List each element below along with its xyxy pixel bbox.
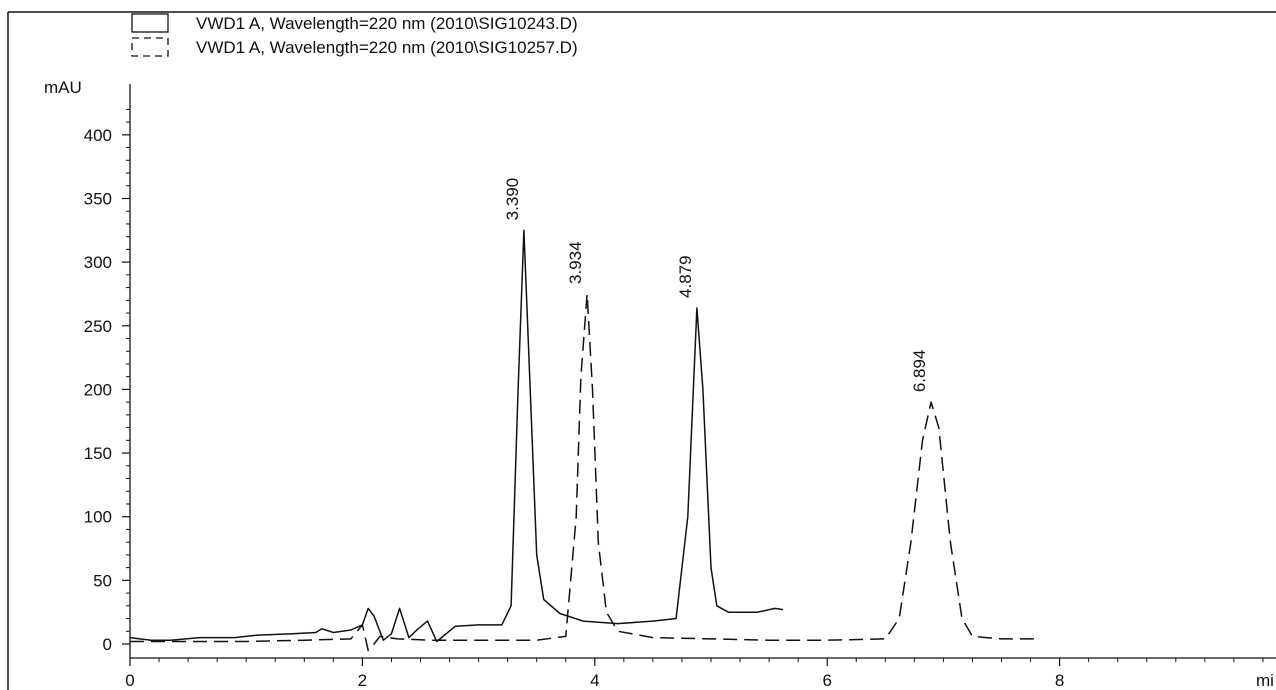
peak-label-3.390: 3.390 [503, 178, 522, 221]
series-line-1 [129, 229, 784, 643]
plot-area [129, 229, 1037, 652]
x-tick-label-0: 0 [125, 671, 134, 690]
y-tick-label-200: 200 [84, 380, 112, 399]
y-tick-label-0: 0 [103, 635, 112, 654]
legend: VWD1 A, Wavelength=220 nm (2010\SIG10243… [131, 13, 578, 57]
y-tick-label-350: 350 [84, 189, 112, 208]
legend-label-series-1: VWD1 A, Wavelength=220 nm (2010\SIG10243… [196, 14, 578, 33]
legend-swatch-solid [131, 13, 169, 33]
legend-swatch-dashed [131, 37, 169, 57]
x-tick-label-4: 4 [590, 671, 599, 690]
x-tick-label-8: 8 [1055, 671, 1064, 690]
y-tick-label-250: 250 [84, 317, 112, 336]
peak-label-3.934: 3.934 [566, 241, 585, 284]
y-tick-label-100: 100 [84, 508, 112, 527]
series-line-2 [130, 293, 1037, 652]
peak-labels: 3.390 3.934 4.879 6.894 [503, 178, 929, 392]
peak-label-6.894: 6.894 [910, 350, 929, 393]
peak-label-4.879: 4.879 [676, 255, 695, 298]
y-axis-label: mAU [44, 78, 82, 97]
x-axis-label: mi [1256, 671, 1274, 690]
x-tick-label-6: 6 [822, 671, 831, 690]
y-tick-label-300: 300 [84, 253, 112, 272]
axis-ticks: 0 50 100 150 200 250 300 350 400 0 2 4 6 8 [84, 108, 1264, 690]
legend-label-series-2: VWD1 A, Wavelength=220 nm (2010\SIG10257… [196, 38, 578, 57]
x-tick-label-2: 2 [358, 671, 367, 690]
y-tick-label-50: 50 [93, 571, 112, 590]
y-tick-label-150: 150 [84, 444, 112, 463]
y-tick-label-400: 400 [84, 126, 112, 145]
